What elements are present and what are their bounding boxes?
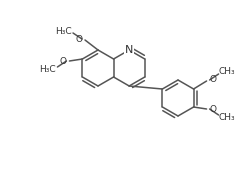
Text: O: O — [210, 76, 217, 85]
Text: O: O — [75, 35, 82, 44]
Text: H₃C: H₃C — [39, 64, 56, 74]
Text: N: N — [125, 45, 133, 55]
Text: O: O — [210, 104, 217, 113]
Text: H₃C: H₃C — [55, 27, 71, 36]
Text: CH₃: CH₃ — [218, 113, 235, 122]
Text: O: O — [60, 57, 66, 66]
Text: CH₃: CH₃ — [218, 68, 235, 76]
